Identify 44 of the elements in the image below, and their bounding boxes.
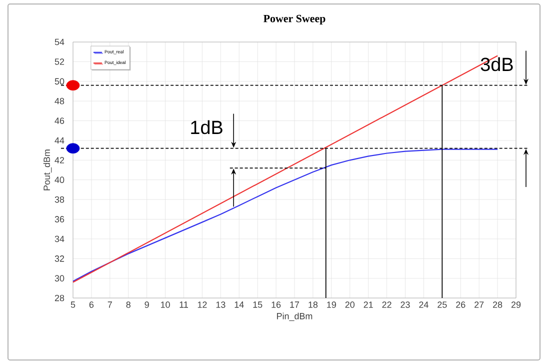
x-tick-label: 5	[70, 302, 76, 308]
x-tick-label: 24	[419, 302, 428, 308]
x-tick-label: 26	[456, 302, 466, 308]
annotation: 3dB	[480, 57, 513, 72]
x-tick-label: 6	[89, 302, 94, 308]
x-tick-label: 21	[364, 302, 373, 308]
x-tick-label: 12	[198, 302, 207, 308]
x-tick-label: 16	[272, 302, 281, 308]
x-tick-label: 18	[308, 302, 318, 308]
x-tick-label: 11	[180, 302, 188, 308]
x-tick-label: 29	[511, 302, 521, 308]
y-tick-label: 28	[54, 294, 64, 302]
x-tick-label: 7	[108, 302, 112, 308]
x-tick-label: 19	[327, 302, 336, 308]
x-tick-label: 27	[474, 302, 484, 308]
x-tick-label: 22	[382, 302, 392, 308]
y-tick-label: 44	[54, 137, 64, 144]
y-tick-label: 32	[54, 255, 64, 262]
chart-title: Power Sweep	[263, 14, 326, 24]
x-tick-label: 25	[438, 302, 447, 308]
x-tick-label: 8	[126, 302, 130, 308]
x-tick-label: 28	[493, 302, 502, 308]
y-tick-label: 34	[54, 236, 64, 242]
x-tick-label: 15	[253, 302, 262, 308]
y-tick-label: 30	[54, 275, 64, 282]
x-tick-label: 17	[290, 302, 300, 308]
x-tick-label: 10	[160, 302, 170, 308]
y-tick-label: 36	[54, 216, 64, 222]
y-axis-title: Pout_dBm	[43, 150, 52, 190]
y-tick-label: 52	[54, 58, 64, 65]
x-tick-label: 20	[345, 302, 355, 308]
y-tick-label: 42	[54, 157, 64, 164]
x-tick-label: 14	[234, 302, 244, 308]
y-tick-label: 40	[54, 176, 64, 184]
x-tick-label: 13	[216, 302, 226, 308]
x-tick-label: 9	[144, 302, 149, 308]
y-tick-label: 54	[54, 38, 64, 46]
x-axis-title: Pin_dBm	[277, 312, 312, 321]
y-tick-label: 50	[54, 78, 64, 85]
annotation: 1dB	[191, 120, 222, 134]
x-tick-label: 23	[400, 302, 410, 308]
y-tick-label: 46	[54, 118, 64, 124]
y-tick-label: 48	[54, 98, 64, 104]
y-tick-label: 38	[54, 196, 64, 203]
